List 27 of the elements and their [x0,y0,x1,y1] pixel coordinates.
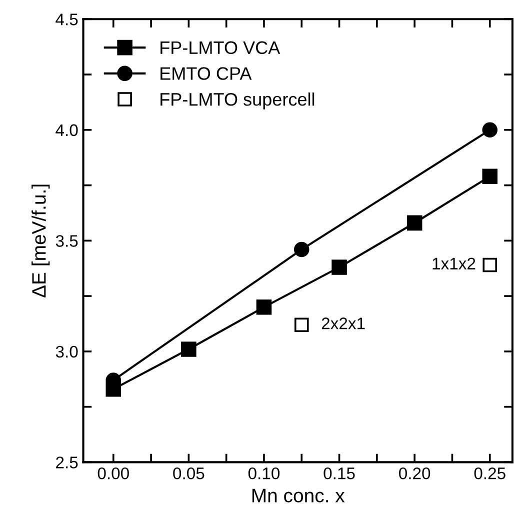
x-tick-label: 0.15 [324,468,355,480]
x-tick-label: 0.25 [474,468,506,480]
point [332,260,347,275]
y-tick-label: 2.5 [56,456,78,468]
x-tick-label: 0.10 [248,468,280,480]
point [294,242,310,258]
point [482,258,498,272]
x-tick-label: 0.20 [399,468,430,480]
y-tick-label: 3.5 [56,235,78,247]
x-tick-label: 0.00 [98,468,129,480]
point [406,215,422,231]
point [294,318,309,332]
legend-label: FP-LMTO VCA [160,41,280,54]
annotation: 2x2x1 [322,318,365,330]
point [482,168,498,184]
annotation: 1x1x2 [432,258,476,270]
y-tick-label: 4.0 [56,124,78,136]
legend-label: EMTO CPA [160,67,252,80]
y-tick-label: 3.0 [56,346,78,358]
legend-label: FP-LMTO supercell [160,92,314,110]
x-tick-label: 0.05 [173,468,204,480]
y-axis-title: ΔE [meV/f.u.] [32,184,50,298]
point [256,299,272,315]
point [181,342,196,357]
point [482,122,498,138]
y-tick-label: 4.5 [56,14,78,26]
x-axis-title: Mn conc. x [252,488,345,502]
